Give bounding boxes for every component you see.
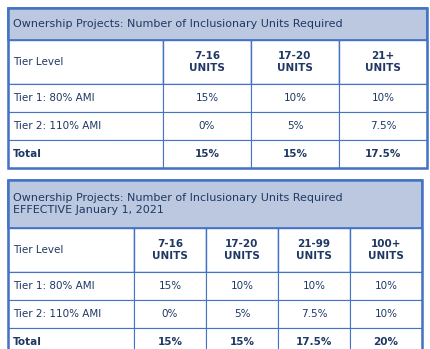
Text: 17.5%: 17.5% [364,149,400,159]
FancyBboxPatch shape [163,140,250,168]
Text: Tier Level: Tier Level [13,245,63,255]
Text: Tier 1: 80% AMI: Tier 1: 80% AMI [13,93,95,103]
FancyBboxPatch shape [8,40,163,84]
FancyBboxPatch shape [206,228,277,272]
Text: 10%: 10% [302,281,325,291]
Text: Total: Total [13,149,42,159]
Text: 15%: 15% [229,337,254,347]
FancyBboxPatch shape [134,300,206,328]
FancyBboxPatch shape [277,228,349,272]
Text: 10%: 10% [230,281,253,291]
Text: 21-99
UNITS: 21-99 UNITS [295,239,331,261]
FancyBboxPatch shape [338,84,426,112]
Text: 17-20
UNITS: 17-20 UNITS [224,239,259,261]
Text: Ownership Projects: Number of Inclusionary Units Required
EFFECTIVE January 1, 2: Ownership Projects: Number of Inclusiona… [13,193,342,215]
FancyBboxPatch shape [349,300,421,328]
FancyBboxPatch shape [277,328,349,349]
Text: 100+
UNITS: 100+ UNITS [367,239,403,261]
FancyBboxPatch shape [8,180,421,228]
Text: 10%: 10% [283,93,306,103]
FancyBboxPatch shape [250,112,338,140]
Text: 5%: 5% [286,121,303,131]
Text: Tier 2: 110% AMI: Tier 2: 110% AMI [13,121,101,131]
Text: 7-16
UNITS: 7-16 UNITS [189,51,224,73]
FancyBboxPatch shape [8,300,134,328]
Text: 7-16
UNITS: 7-16 UNITS [152,239,187,261]
Text: Tier Level: Tier Level [13,57,63,67]
FancyBboxPatch shape [134,272,206,300]
FancyBboxPatch shape [250,40,338,84]
Text: 10%: 10% [374,281,396,291]
FancyBboxPatch shape [8,328,134,349]
FancyBboxPatch shape [338,140,426,168]
Text: 15%: 15% [158,281,181,291]
Text: 10%: 10% [371,93,393,103]
FancyBboxPatch shape [8,8,426,40]
FancyBboxPatch shape [163,84,250,112]
Text: 17.5%: 17.5% [295,337,332,347]
Text: 7.5%: 7.5% [369,121,395,131]
FancyBboxPatch shape [277,300,349,328]
Text: 0%: 0% [161,309,178,319]
FancyBboxPatch shape [8,84,163,112]
Text: 15%: 15% [194,149,219,159]
Text: 17-20
UNITS: 17-20 UNITS [276,51,312,73]
Text: 15%: 15% [282,149,307,159]
FancyBboxPatch shape [8,272,134,300]
FancyBboxPatch shape [277,272,349,300]
Text: 15%: 15% [157,337,182,347]
FancyBboxPatch shape [250,140,338,168]
Text: 0%: 0% [198,121,215,131]
FancyBboxPatch shape [163,112,250,140]
Text: Ownership Projects: Number of Inclusionary Units Required: Ownership Projects: Number of Inclusiona… [13,19,342,29]
Text: Tier 1: 80% AMI: Tier 1: 80% AMI [13,281,95,291]
Text: Total: Total [13,337,42,347]
FancyBboxPatch shape [250,84,338,112]
FancyBboxPatch shape [338,112,426,140]
FancyBboxPatch shape [8,228,134,272]
Text: 20%: 20% [373,337,398,347]
Text: 15%: 15% [195,93,218,103]
FancyBboxPatch shape [206,300,277,328]
FancyBboxPatch shape [349,272,421,300]
FancyBboxPatch shape [8,140,163,168]
FancyBboxPatch shape [206,272,277,300]
Text: 5%: 5% [233,309,250,319]
Text: Tier 2: 110% AMI: Tier 2: 110% AMI [13,309,101,319]
Text: 7.5%: 7.5% [300,309,326,319]
FancyBboxPatch shape [349,328,421,349]
Text: 21+
UNITS: 21+ UNITS [364,51,400,73]
FancyBboxPatch shape [206,328,277,349]
FancyBboxPatch shape [8,112,163,140]
FancyBboxPatch shape [163,40,250,84]
FancyBboxPatch shape [338,40,426,84]
Text: 10%: 10% [374,309,396,319]
FancyBboxPatch shape [134,228,206,272]
FancyBboxPatch shape [134,328,206,349]
FancyBboxPatch shape [349,228,421,272]
